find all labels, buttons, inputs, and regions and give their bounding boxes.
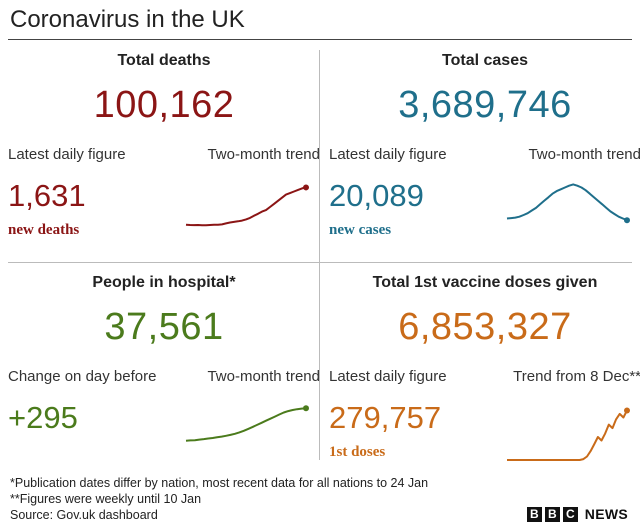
- latest-value: 279,757: [329, 400, 442, 435]
- vertical-divider: [319, 50, 320, 460]
- footnote-weekly-figures: **Figures were weekly until 10 Jan: [10, 492, 202, 506]
- panel-total-deaths: Total deaths 100,162 Latest daily figure…: [8, 42, 320, 252]
- change-label: Change on day before: [8, 368, 157, 385]
- trend-label: Trend from 8 Dec**: [513, 368, 640, 385]
- trend-end-point: [624, 217, 630, 224]
- page-title: Coronavirus in the UK: [10, 6, 245, 33]
- total-value: 100,162: [93, 84, 235, 126]
- cases-trend-chart: [506, 183, 630, 224]
- latest-value-caption: new cases: [329, 222, 392, 238]
- footnote-publication-dates: *Publication dates differ by nation, mos…: [10, 476, 429, 490]
- trend-end-point: [303, 184, 309, 191]
- bbc-news-logo: B B C NEWS: [526, 506, 628, 522]
- panel-heading: People in hospital*: [92, 274, 236, 291]
- trend-label: Two-month trend: [207, 368, 320, 385]
- panel-people-in-hospital: People in hospital* 37,561 Change on day…: [8, 264, 320, 474]
- panel-heading: Total 1st vaccine doses given: [372, 274, 598, 291]
- horizontal-divider: [8, 262, 632, 263]
- trend-end-point: [303, 405, 309, 412]
- footnotes: *Publication dates differ by nation, mos…: [10, 475, 428, 523]
- total-value: 37,561: [104, 306, 224, 348]
- latest-figure-label: Latest daily figure: [8, 146, 126, 163]
- panel-heading: Total deaths: [117, 52, 211, 69]
- trend-line: [507, 409, 628, 461]
- deaths-trend-chart: [185, 184, 309, 227]
- bbc-logo-block: B: [544, 506, 560, 522]
- trend-line: [185, 186, 307, 227]
- hospital-trend-chart: [185, 405, 309, 442]
- panel-heading: Total cases: [442, 52, 528, 69]
- title-divider: [8, 39, 632, 40]
- change-value: +295: [8, 400, 78, 435]
- latest-value: 1,631: [8, 178, 86, 213]
- total-value: 3,689,746: [398, 84, 572, 126]
- trend-label: Two-month trend: [207, 146, 320, 163]
- latest-value-caption: new deaths: [8, 222, 80, 238]
- bbc-logo-block: B: [526, 506, 542, 522]
- source-credit: Source: Gov.uk dashboard: [10, 508, 158, 522]
- latest-value: 20,089: [329, 178, 424, 213]
- total-value: 6,853,327: [398, 306, 572, 348]
- latest-figure-label: Latest daily figure: [329, 146, 447, 163]
- trend-line: [506, 183, 628, 222]
- panel-total-cases: Total cases 3,689,746 Latest daily figur…: [329, 42, 640, 252]
- latest-value-caption: 1st doses: [329, 444, 386, 460]
- trend-end-point: [624, 407, 630, 414]
- trend-line: [185, 407, 307, 442]
- trend-label: Two-month trend: [528, 146, 640, 163]
- panel-vaccine-doses: Total 1st vaccine doses given 6,853,327 …: [329, 264, 640, 474]
- latest-figure-label: Latest daily figure: [329, 368, 447, 385]
- bbc-logo-block: C: [562, 506, 578, 522]
- vaccine-trend-chart: [507, 407, 630, 461]
- bbc-news-wordmark: NEWS: [584, 506, 628, 522]
